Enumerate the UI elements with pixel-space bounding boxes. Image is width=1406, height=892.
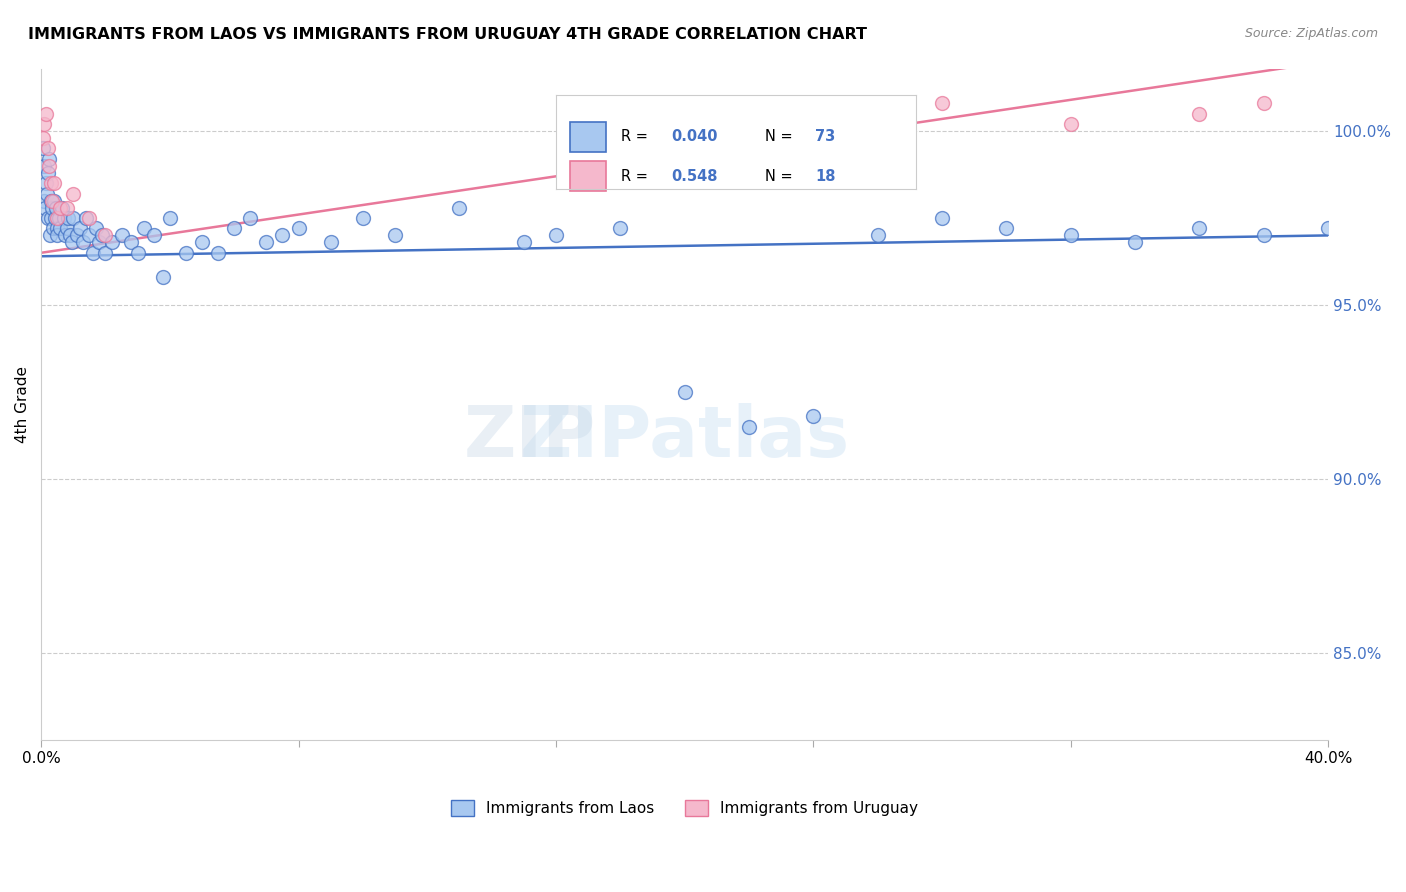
Point	[39, 176, 62, 190]
Point	[101, 235, 124, 250]
Point	[39, 228, 62, 243]
Point	[31, 141, 53, 155]
Point	[207, 245, 229, 260]
Point	[56, 201, 79, 215]
Point	[544, 228, 567, 243]
Point	[127, 245, 149, 260]
Point	[384, 228, 406, 243]
Point	[287, 221, 309, 235]
Point	[931, 96, 953, 111]
Point	[1317, 221, 1340, 235]
Point	[62, 211, 84, 225]
Point	[142, 228, 165, 243]
Point	[39, 194, 62, 208]
Point	[801, 409, 824, 424]
Point	[34, 201, 56, 215]
Point	[82, 245, 104, 260]
Point	[35, 106, 58, 120]
Point	[352, 211, 374, 225]
Point	[53, 228, 76, 243]
Point	[513, 235, 536, 250]
Point	[319, 235, 342, 250]
Point	[37, 141, 59, 155]
Point	[34, 117, 56, 131]
Point	[49, 221, 72, 235]
Point	[41, 194, 63, 208]
Point	[94, 228, 117, 243]
Point	[58, 211, 80, 225]
Text: Source: ZipAtlas.com: Source: ZipAtlas.com	[1244, 27, 1378, 40]
Point	[46, 211, 69, 225]
Point	[38, 152, 60, 166]
Point	[48, 211, 70, 225]
Point	[45, 201, 67, 215]
Legend: Immigrants from Laos, Immigrants from Uruguay: Immigrants from Laos, Immigrants from Ur…	[444, 794, 924, 822]
Point	[41, 201, 63, 215]
Point	[37, 166, 59, 180]
Point	[51, 201, 73, 215]
Point	[44, 211, 66, 225]
Text: ZIPatlas: ZIPatlas	[520, 403, 849, 472]
Point	[37, 211, 59, 225]
Point	[1060, 117, 1083, 131]
Point	[35, 176, 58, 190]
Point	[609, 221, 631, 235]
Point	[1188, 221, 1211, 235]
Point	[49, 201, 72, 215]
Point	[69, 221, 91, 235]
Point	[174, 245, 197, 260]
Point	[87, 235, 110, 250]
Point	[34, 159, 56, 173]
Point	[46, 228, 69, 243]
Point	[31, 131, 53, 145]
Point	[152, 270, 174, 285]
Point	[1188, 106, 1211, 120]
Point	[866, 228, 889, 243]
Point	[1253, 96, 1275, 111]
Point	[56, 221, 79, 235]
Point	[79, 228, 101, 243]
Point	[1253, 228, 1275, 243]
Point	[120, 235, 142, 250]
Point	[42, 221, 65, 235]
Point	[41, 211, 63, 225]
Point	[65, 228, 87, 243]
Point	[91, 228, 114, 243]
Point	[738, 419, 761, 434]
Point	[42, 176, 65, 190]
Point	[52, 211, 75, 225]
Point	[72, 235, 94, 250]
Point	[62, 186, 84, 201]
Y-axis label: 4th Grade: 4th Grade	[15, 366, 30, 442]
Point	[60, 235, 83, 250]
Text: ZIP: ZIP	[464, 403, 596, 472]
Point	[132, 221, 155, 235]
Point	[110, 228, 132, 243]
Point	[45, 221, 67, 235]
Point	[79, 211, 101, 225]
Point	[75, 211, 97, 225]
Point	[159, 211, 181, 225]
Point	[59, 228, 82, 243]
Point	[42, 194, 65, 208]
Point	[239, 211, 262, 225]
Point	[191, 235, 214, 250]
Point	[931, 211, 953, 225]
Point	[271, 228, 294, 243]
Point	[32, 194, 55, 208]
Point	[94, 245, 117, 260]
Point	[1123, 235, 1146, 250]
Point	[38, 159, 60, 173]
Point	[673, 384, 696, 399]
Text: IMMIGRANTS FROM LAOS VS IMMIGRANTS FROM URUGUAY 4TH GRADE CORRELATION CHART: IMMIGRANTS FROM LAOS VS IMMIGRANTS FROM …	[28, 27, 868, 42]
Point	[1060, 228, 1083, 243]
Point	[254, 235, 277, 250]
Point	[224, 221, 246, 235]
Point	[84, 221, 107, 235]
Point	[35, 186, 58, 201]
Point	[449, 201, 471, 215]
Point	[995, 221, 1018, 235]
